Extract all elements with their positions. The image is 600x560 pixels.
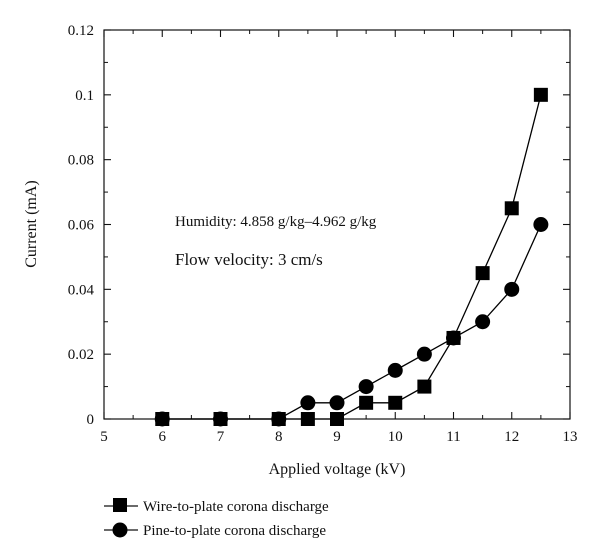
y-tick-label: 0.06 bbox=[68, 218, 95, 234]
data-point-circle bbox=[213, 411, 228, 427]
legend-label-pine: Pine-to-plate corona discharge bbox=[143, 523, 326, 539]
x-tick-label: 13 bbox=[563, 429, 578, 445]
y-tick-label: 0 bbox=[87, 412, 95, 428]
humidity-annotation: Humidity: 4.858 g/kg–4.962 g/kg bbox=[175, 214, 377, 230]
y-tick-label: 0.1 bbox=[75, 88, 94, 104]
data-point-square bbox=[475, 266, 490, 281]
data-point-circle bbox=[387, 362, 403, 378]
legend-label-wire: Wire-to-plate corona discharge bbox=[143, 499, 329, 515]
y-axis-label: Current (mA) bbox=[23, 180, 40, 268]
x-tick-label: 9 bbox=[333, 429, 341, 445]
x-tick-label: 10 bbox=[388, 429, 403, 445]
y-tick-label: 0.08 bbox=[68, 153, 94, 169]
data-point-square bbox=[417, 379, 432, 394]
y-tick-label: 0.02 bbox=[68, 347, 94, 363]
x-ticks: 5 6 7 8 9 10 11 12 13 bbox=[100, 30, 578, 445]
x-tick-label: 5 bbox=[100, 429, 108, 445]
legend-circle-marker bbox=[112, 522, 128, 538]
data-point-square bbox=[504, 201, 519, 216]
y-tick-label: 0.12 bbox=[68, 23, 94, 39]
legend: Wire-to-plate corona discharge Pine-to-p… bbox=[104, 498, 329, 539]
data-point-circle bbox=[446, 330, 461, 346]
data-point-square bbox=[330, 412, 344, 426]
x-tick-label: 8 bbox=[275, 429, 283, 445]
data-point-circle bbox=[358, 379, 374, 395]
y-tick-label: 0.04 bbox=[68, 282, 95, 298]
x-axis-label: Applied voltage (kV) bbox=[269, 461, 406, 478]
x-tick-label: 7 bbox=[217, 429, 225, 445]
data-point-circle bbox=[154, 411, 170, 427]
data-point-circle bbox=[416, 346, 432, 362]
data-point-square bbox=[388, 395, 403, 410]
x-tick-label: 12 bbox=[504, 429, 519, 445]
x-tick-label: 11 bbox=[446, 429, 460, 445]
data-point-square bbox=[359, 395, 374, 410]
series-layer bbox=[154, 87, 549, 427]
data-point-circle bbox=[504, 281, 520, 297]
data-point-circle bbox=[475, 314, 491, 330]
legend-square-marker bbox=[113, 498, 127, 512]
flow-velocity-annotation: Flow velocity: 3 cm/s bbox=[175, 250, 323, 269]
y-ticks: 0 0.02 0.04 0.06 0.08 0.1 0.12 bbox=[68, 23, 570, 428]
data-point-square bbox=[300, 412, 315, 426]
x-tick-label: 6 bbox=[159, 429, 167, 445]
data-point-circle bbox=[300, 395, 316, 411]
data-point-circle bbox=[533, 217, 549, 232]
data-point-circle bbox=[271, 411, 287, 427]
data-point-circle bbox=[329, 395, 345, 411]
data-point-square bbox=[533, 87, 548, 102]
